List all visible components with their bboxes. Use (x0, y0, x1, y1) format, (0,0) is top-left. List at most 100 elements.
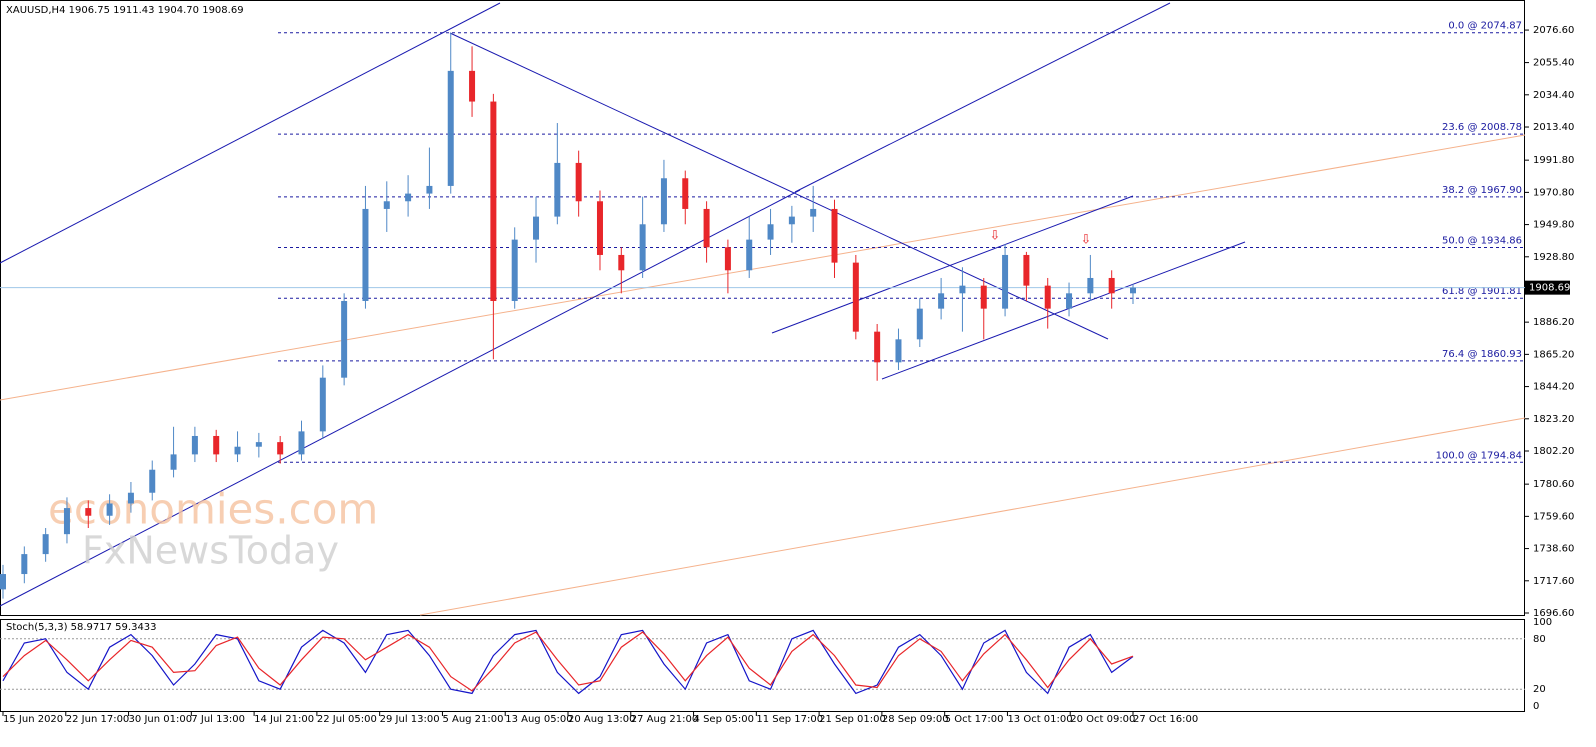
arrow-icon: ⇩ (990, 229, 1001, 244)
y-tick-label: 1844.20 (1533, 382, 1574, 393)
current-price-box (1525, 280, 1570, 295)
y-tick-label: 1696.60 (1533, 608, 1574, 619)
candle-body (788, 216, 795, 225)
fan-line (0, 134, 1526, 401)
candle-body (831, 208, 838, 263)
candle-body (724, 247, 731, 271)
y-tick-label: 1738.60 (1533, 544, 1574, 555)
y-tick-label: 1886.20 (1533, 317, 1574, 328)
candle-body (0, 574, 6, 590)
fib-label: 100.0 @ 1794.84 (1436, 450, 1522, 461)
current-price-label: 1908.69 (1529, 283, 1570, 294)
candle-body (682, 178, 689, 209)
x-tick-label: 13 Oct 01:00 (1007, 714, 1072, 725)
candle-body (469, 70, 476, 102)
candle-body (852, 262, 859, 332)
stoch-tick-label: 0 (1533, 701, 1539, 712)
y-tick-label: 2034.40 (1533, 90, 1574, 101)
candle-body (426, 185, 433, 194)
candle-body (660, 178, 667, 225)
stoch-line (2, 629, 1134, 695)
candle-body (213, 435, 220, 455)
x-tick-label: 20 Aug 13:00 (568, 714, 635, 725)
stoch-tick-label: 80 (1533, 634, 1546, 645)
x-tick-label: 30 Jun 01:00 (129, 714, 193, 725)
candle-body (127, 492, 134, 504)
candle-body (1044, 285, 1051, 309)
x-tick-label: 20 Oct 09:00 (1070, 714, 1135, 725)
x-tick-label: 28 Sep 09:00 (882, 714, 949, 725)
candle-body (1002, 254, 1009, 309)
x-tick-label: 27 Oct 16:00 (1133, 714, 1198, 725)
candle-body (554, 162, 561, 217)
trend-line (0, 2, 501, 264)
x-tick-label: 29 Jul 13:00 (380, 714, 440, 725)
candle-body (191, 435, 198, 455)
candle-body (703, 208, 710, 248)
x-tick-label: 14 Jul 21:00 (254, 714, 314, 725)
y-tick-label: 1970.80 (1533, 187, 1574, 198)
candle-body (980, 285, 987, 309)
x-tick-label: 11 Sep 17:00 (756, 714, 823, 725)
chart-title: XAUUSD,H4 1906.75 1911.43 1904.70 1908.6… (6, 5, 244, 16)
candle-body (1130, 287, 1136, 294)
watermark: FxNewsToday (82, 529, 339, 573)
x-tick-label: 22 Jun 17:00 (66, 714, 130, 725)
y-tick-label: 2013.40 (1533, 122, 1574, 133)
y-tick-label: 1991.80 (1533, 155, 1574, 166)
candle-body (1023, 254, 1030, 286)
x-tick-label: 4 Sep 05:00 (694, 714, 754, 725)
arrow-icon: ⇩ (1081, 233, 1092, 248)
x-tick-label: 13 Aug 05:00 (505, 714, 572, 725)
stoch-panel (0, 619, 1525, 712)
candle-body (405, 193, 412, 202)
x-tick-label: 5 Oct 17:00 (945, 714, 1004, 725)
y-tick-label: 1865.20 (1533, 349, 1574, 360)
y-tick-label: 1759.60 (1533, 511, 1574, 522)
candle-body (490, 101, 497, 301)
fib-label: 0.0 @ 2074.87 (1448, 21, 1522, 32)
candle-body (639, 224, 646, 271)
y-tick-label: 1928.80 (1533, 252, 1574, 263)
candle-body (85, 508, 92, 516)
trend-line (0, 189, 801, 607)
candle-body (895, 339, 902, 363)
candle-body (767, 224, 774, 240)
main-panel (0, 0, 1525, 616)
stoch-tick-label: 20 (1533, 684, 1546, 695)
stoch-line (2, 631, 1134, 692)
y-tick-label: 2055.40 (1533, 58, 1574, 69)
fib-label: 76.4 @ 1860.93 (1442, 349, 1522, 360)
y-tick-label: 1823.20 (1533, 414, 1574, 425)
candle-body (874, 331, 881, 363)
fib-label: 23.6 @ 2008.78 (1442, 122, 1522, 133)
candle-body (362, 208, 369, 301)
x-tick-label: 7 Jul 13:00 (191, 714, 245, 725)
x-tick-label: 22 Jul 05:00 (317, 714, 377, 725)
stoch-title: Stoch(5,3,3) 58.9717 59.3433 (6, 622, 157, 633)
y-tick-label: 2076.60 (1533, 25, 1574, 36)
candle-body (1108, 277, 1115, 294)
candle-body (341, 300, 348, 378)
candle-body (916, 308, 923, 340)
candle-body (938, 293, 945, 309)
candle-body (1066, 293, 1073, 309)
candle-body (149, 469, 156, 493)
trend-line (794, 2, 1171, 193)
y-tick-label: 1780.60 (1533, 479, 1574, 490)
candle-body (618, 254, 625, 271)
candle-body (596, 201, 603, 255)
stoch-tick-label: 100 (1533, 617, 1552, 628)
candle-body (21, 554, 28, 575)
fan-line (419, 417, 1526, 616)
x-tick-label: 15 Jun 2020 (3, 714, 63, 725)
candle-body (255, 442, 262, 447)
candle-body (383, 201, 390, 209)
trend-line (881, 241, 1246, 380)
candle-body (63, 508, 70, 535)
x-tick-label: 27 Aug 21:00 (631, 714, 698, 725)
y-tick-label: 1949.80 (1533, 220, 1574, 231)
trend-line (771, 195, 1134, 334)
candle-body (810, 208, 817, 217)
